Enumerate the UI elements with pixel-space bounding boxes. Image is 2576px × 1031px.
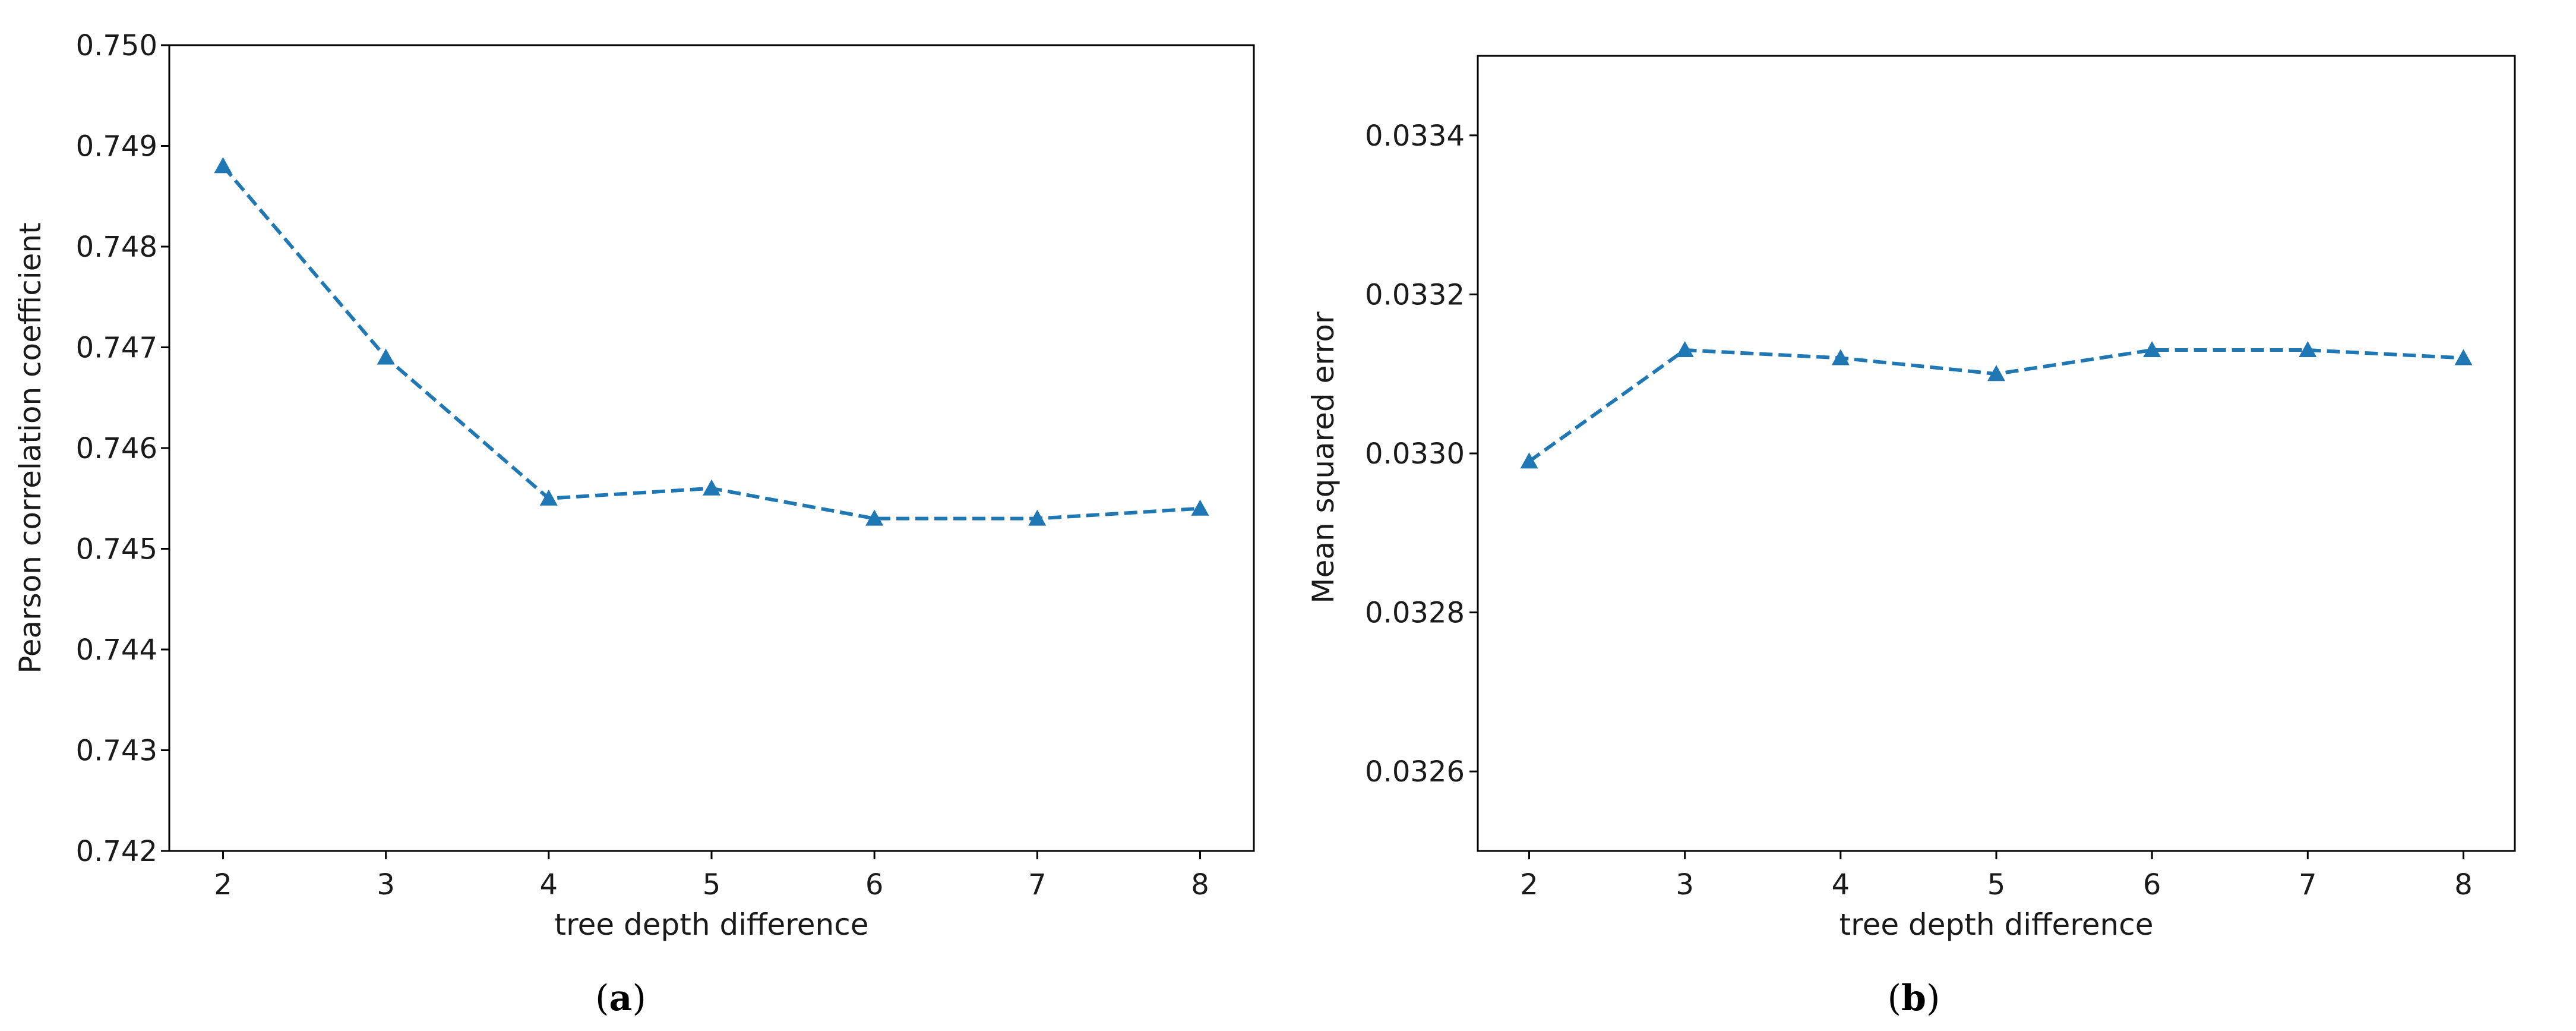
chart-caption: (b) [1888, 978, 1940, 1019]
data-point-marker [539, 489, 558, 506]
y-tick-label: 0.0332 [1365, 278, 1465, 311]
x-tick-label: 4 [1832, 868, 1850, 901]
data-point-marker [1676, 341, 1694, 358]
x-tick-label: 2 [214, 868, 232, 901]
series-line [222, 165, 1200, 521]
x-axis-ticks: 2 3 4 5 6 7 8 [214, 851, 1209, 901]
data-point-marker [2454, 349, 2473, 365]
x-axis-ticks: 2 3 4 5 6 7 8 [1520, 851, 2473, 901]
y-tick-label: 0.0334 [1365, 119, 1465, 153]
y-tick-label: 0.747 [76, 332, 157, 365]
caption-suffix: ) [1926, 978, 1940, 1019]
y-tick-label: 0.750 [76, 29, 157, 62]
data-point-marker [1191, 499, 1209, 516]
data-point-marker [865, 509, 884, 526]
caption-letter: a [609, 978, 633, 1019]
y-tick-label: 0.744 [76, 633, 157, 667]
plot-area-frame [1477, 55, 2516, 852]
x-axis-label: tree depth difference [555, 907, 869, 942]
y-tick-label: 0.743 [76, 734, 157, 768]
plot-area-frame [168, 44, 1255, 852]
y-tick-label: 0.0326 [1365, 755, 1465, 789]
caption-prefix: ( [1888, 978, 1901, 1019]
x-tick-label: 8 [2454, 868, 2473, 901]
x-axis-label: tree depth difference [1839, 907, 2154, 942]
x-tick-label: 7 [1028, 868, 1047, 901]
chart-caption: (a) [595, 978, 646, 1019]
x-tick-label: 7 [2299, 868, 2317, 901]
y-tick-label: 0.0330 [1365, 437, 1465, 471]
y-axis-label: Mean squared error [1306, 311, 1341, 604]
data-point-marker [703, 479, 720, 496]
x-tick-label: 8 [1191, 868, 1209, 901]
y-axis-ticks: 0.742 0.743 0.744 0.745 0.746 0.747 0.748 0.749… [76, 29, 169, 868]
data-point-marker [1987, 365, 2005, 381]
x-tick-label: 6 [2143, 868, 2161, 901]
y-tick-label: 0.0328 [1365, 597, 1465, 630]
data-point-marker [2143, 341, 2161, 358]
x-tick-label: 2 [1520, 868, 1538, 901]
y-tick-label: 0.742 [76, 835, 157, 868]
series-layer [214, 157, 1209, 526]
data-point-marker [214, 157, 232, 174]
x-tick-label: 5 [1987, 868, 2006, 901]
series-layer [1520, 341, 2473, 469]
x-tick-label: 5 [703, 868, 721, 901]
x-tick-label: 6 [865, 868, 884, 901]
caption-letter: b [1901, 978, 1926, 1019]
data-point-marker [1831, 349, 1850, 365]
data-point-marker [1028, 509, 1047, 526]
caption-prefix: ( [595, 978, 609, 1019]
y-tick-label: 0.749 [76, 130, 157, 163]
x-tick-label: 4 [540, 868, 558, 901]
x-tick-label: 3 [1676, 868, 1694, 901]
x-tick-label: 3 [377, 868, 395, 901]
y-tick-label: 0.745 [76, 533, 157, 566]
data-point-marker [2299, 341, 2317, 358]
y-tick-label: 0.748 [76, 231, 157, 264]
data-point-marker [1520, 452, 1538, 469]
caption-suffix: ) [632, 978, 646, 1019]
chart-a: 0.742 0.743 0.744 0.745 0.746 0.747 0.748 0.749… [13, 29, 1255, 1019]
chart-b: 0.0326 0.0328 0.0330 0.0332 0.0334 2 3 4 5 6 7 8 t… [1306, 55, 2516, 1019]
y-tick-label: 0.746 [76, 432, 157, 465]
y-axis-label: Pearson correlation coefficient [13, 222, 48, 673]
data-point-marker [377, 348, 395, 365]
y-axis-ticks: 0.0326 0.0328 0.0330 0.0332 0.0334 [1365, 119, 1478, 789]
